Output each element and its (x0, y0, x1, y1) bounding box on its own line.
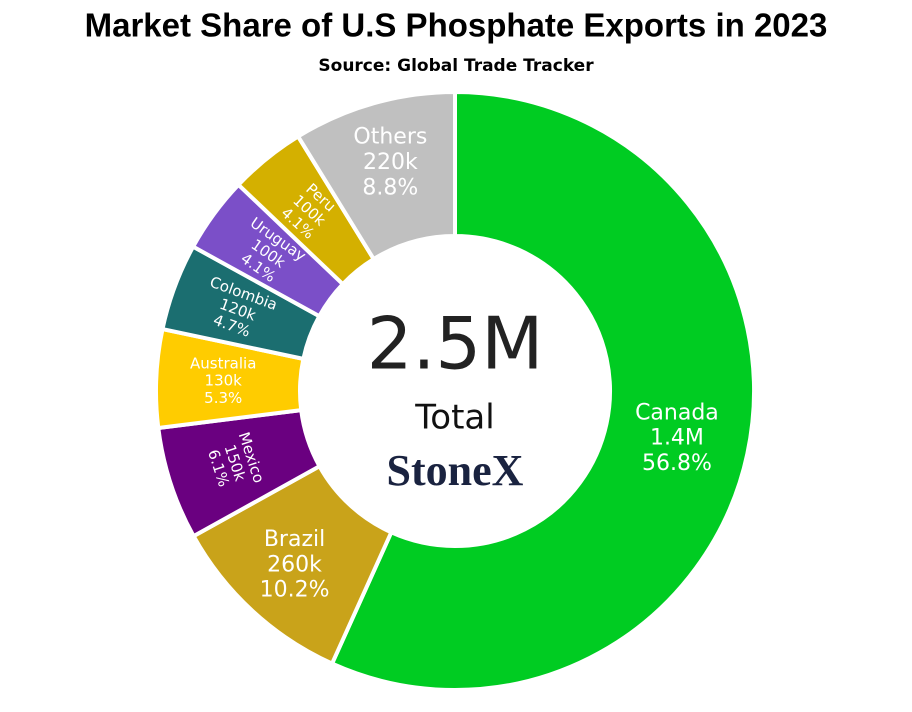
chart-title: Market Share of U.S Phosphate Exports in… (85, 7, 828, 44)
amount-label: 220k (363, 150, 418, 175)
value-label: 5.3% (204, 389, 242, 407)
center-caption: Total (414, 398, 494, 438)
amount-label: 260k (267, 552, 322, 577)
category-label: Others (353, 125, 427, 150)
amount-label: 1.4M (650, 426, 704, 451)
slice (329, 89, 756, 692)
center-value: 2.5M (367, 302, 544, 386)
value-label: 8.8% (362, 175, 418, 200)
value-label: 56.8% (642, 451, 712, 476)
chart-subtitle: Source: Global Trade Tracker (318, 56, 594, 76)
value-label: 10.2% (260, 578, 330, 603)
logo: StoneX (387, 446, 524, 495)
amount-label: 130k (205, 372, 243, 390)
slice (295, 89, 457, 262)
category-label: Canada (635, 400, 719, 425)
category-label: Brazil (264, 527, 325, 552)
category-label: Australia (190, 354, 256, 372)
